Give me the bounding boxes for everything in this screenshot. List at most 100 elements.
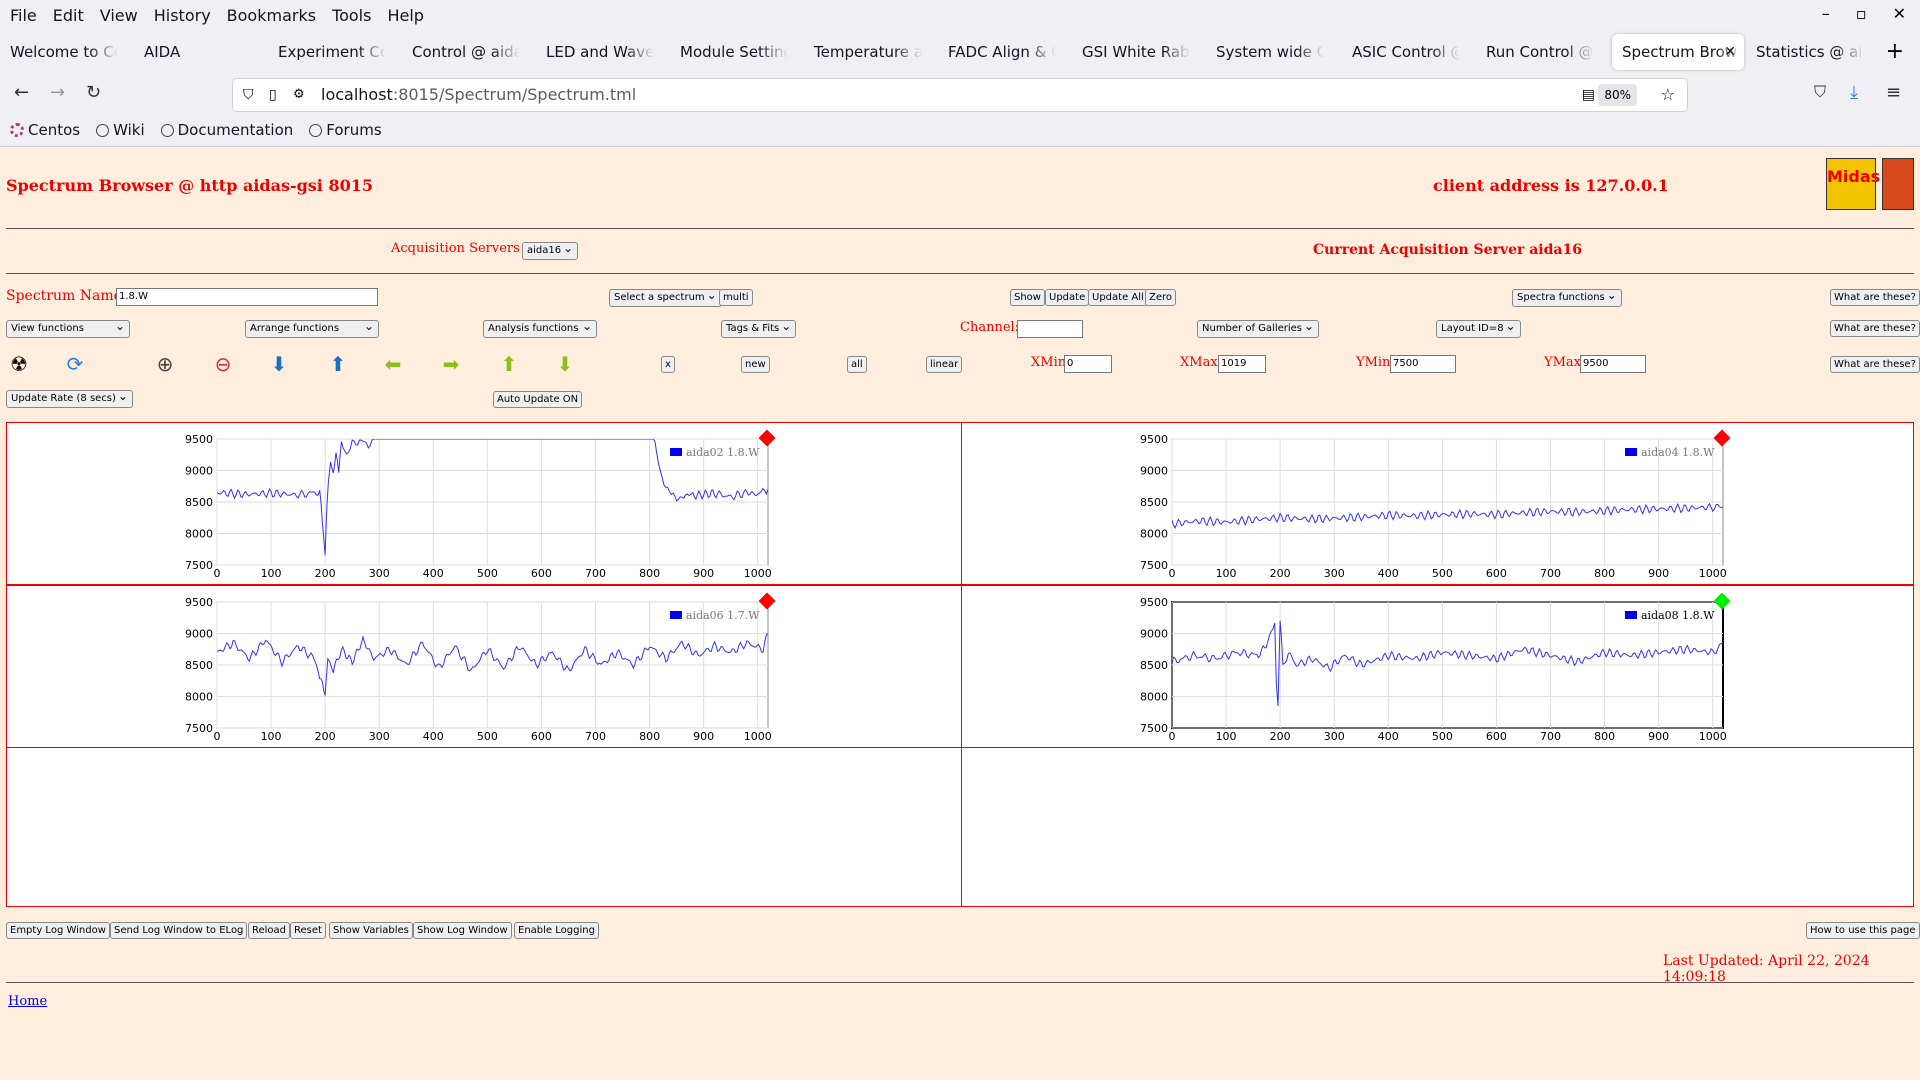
spectrum-panel-0[interactable]: 7500 8000 8500 9000 9500 0 100 200 300 400 500 600 7… [6,422,962,585]
spectrum-panel-5[interactable] [961,747,1914,907]
xmax-input[interactable]: 1019 [1218,355,1266,373]
spectrum-name-input[interactable]: 1.8.W [116,288,378,306]
menu-edit[interactable]: Edit [52,5,84,25]
spectra-functions-select[interactable]: Spectra functions [1512,287,1622,307]
view-functions-select[interactable]: View functions [6,318,130,338]
spectrum-panel-1[interactable]: 7500 8000 8500 9000 9500 0 100 200 300 400 500 600 7… [961,422,1914,585]
tab-4[interactable]: LED and Wavefor [536,34,654,70]
zoom-out-icon[interactable]: ⊖ [214,352,232,376]
reload-icon[interactable]: ↻ [86,82,102,103]
maximize-icon[interactable]: ▫ [1855,4,1867,23]
menu-icon[interactable]: ≡ [1886,82,1902,103]
url-bar[interactable]: ⛉ ▯ ⚙ localhost:8015/Spectrum/Spectrum.t… [232,78,1688,112]
forward-icon[interactable]: → [50,82,66,103]
tab-10[interactable]: ASIC Control @ a [1342,34,1460,70]
downloads-icon[interactable]: ⤓ [1850,82,1858,103]
show-log-button[interactable]: Show Log Window [413,922,512,939]
reload-button[interactable]: Reload [248,922,291,939]
acq-server-select[interactable]: aida16 [522,240,579,260]
enable-logging-button[interactable]: Enable Logging [514,922,599,939]
show-button[interactable]: Show [1010,289,1045,306]
arrange-functions-select[interactable]: Arrange functions [245,318,379,338]
bookmark-wiki[interactable]: Wiki [96,121,145,139]
tags-fits-select[interactable]: Tags & Fits [721,318,797,338]
permissions-icon[interactable]: ⚙ [293,87,305,102]
tab-11[interactable]: Run Control @ ai [1476,34,1594,70]
tab-2[interactable]: Experiment Contr [268,34,386,70]
analysis-functions-select[interactable]: Analysis functions [483,318,597,338]
down-circle-icon[interactable]: ⬇ [270,352,288,376]
what-are-these-button[interactable]: What are these? [1830,356,1920,373]
tab-9[interactable]: System wide Che [1206,34,1324,70]
how-to-button[interactable]: How to use this page [1806,922,1920,939]
menu-view[interactable]: View [99,5,138,25]
new-tab-icon[interactable]: + [1885,39,1904,64]
tab-1[interactable]: AIDA [134,34,252,70]
new-button[interactable]: new [741,356,770,373]
url-text[interactable]: localhost:8015/Spectrum/Spectrum.tml [321,79,636,111]
ymin-input[interactable]: 7500 [1390,355,1456,373]
up-circle-icon[interactable]: ⬆ [329,352,347,376]
menu-tools[interactable]: Tools [332,5,372,25]
close-window-icon[interactable]: ✕ [1892,4,1906,23]
channel-input[interactable] [1017,320,1083,338]
radiation-icon[interactable]: ☢ [10,352,28,376]
linear-button[interactable]: linear [926,356,963,373]
spectrum-chart[interactable]: 7500 8000 8500 9000 9500 0 100 200 300 400 500 600 7… [7,586,957,746]
reset-button[interactable]: Reset [290,922,326,939]
x-button[interactable]: x [661,356,675,373]
what-are-these-button[interactable]: What are these? [1830,289,1920,306]
tab-6[interactable]: Temperature and [804,34,922,70]
tab-3[interactable]: Control @ aidas- [402,34,520,70]
zero-button[interactable]: Zero [1145,289,1177,306]
spectrum-panel-2[interactable]: 7500 8000 8500 9000 9500 0 100 200 300 400 500 600 7… [6,585,962,748]
what-are-these-button[interactable]: What are these? [1830,320,1920,337]
spectrum-panel-4[interactable] [6,747,962,907]
shield-icon[interactable]: ⛉ [243,87,254,103]
minimize-icon[interactable]: – [1821,4,1830,23]
ymax-input[interactable]: 9500 [1580,355,1646,373]
show-variables-button[interactable]: Show Variables [329,922,413,939]
arrow-up-icon[interactable]: ⬆ [500,352,518,376]
close-tab-icon[interactable]: ✕ [1724,44,1736,60]
spectrum-panel-3[interactable]: 7500 8000 8500 9000 9500 0 100 200 300 400 500 600 7… [961,585,1914,748]
menu-history[interactable]: History [153,5,211,25]
refresh-icon[interactable]: ⟳ [66,352,84,376]
bookmark-star-icon[interactable]: ☆ [1660,85,1675,104]
spectrum-chart[interactable]: 7500 8000 8500 9000 9500 0 100 200 300 400 500 600 7… [7,423,957,583]
tab-5[interactable]: Module Settings [670,34,788,70]
select-spectrum[interactable]: Select a spectrum [609,287,722,307]
galleries-select[interactable]: Number of Galleries [1197,318,1320,338]
bookmark-documentation[interactable]: Documentation [160,121,293,139]
empty-log-button[interactable]: Empty Log Window [6,922,110,939]
arrow-down-icon[interactable]: ⬇ [556,352,574,376]
menu-file[interactable]: File [10,5,37,25]
reader-view-icon[interactable]: ▤ [1581,87,1595,103]
menu-help[interactable]: Help [387,5,424,25]
bookmark-centos[interactable]: Centos [10,121,80,139]
home-link[interactable]: Home [8,994,48,1009]
arrow-right-icon[interactable]: ➡ [442,352,460,376]
pocket-icon[interactable]: ⛉ [1814,82,1827,101]
update-button[interactable]: Update [1045,289,1090,306]
arrow-left-icon[interactable]: ⬅ [384,352,402,376]
xmin-input[interactable]: 0 [1064,355,1112,373]
tab-8[interactable]: GSI White Rabbit [1072,34,1190,70]
status-diamond-icon[interactable] [758,429,776,447]
back-icon[interactable]: ← [14,82,30,103]
tab-12[interactable]: Spectrum Brow ✕ [1612,34,1744,70]
menu-bookmarks[interactable]: Bookmarks [226,5,317,25]
tab-13[interactable]: Statistics @ aidas [1746,34,1864,70]
spectrum-chart[interactable]: 7500 8000 8500 9000 9500 0 100 200 300 400 500 600 7… [962,586,1912,746]
send-log-button[interactable]: Send Log Window to ELog [110,922,248,939]
all-button[interactable]: all [847,356,867,373]
auto-update-button[interactable]: Auto Update ON [493,391,583,408]
tab-0[interactable]: Welcome to Cent [0,34,118,70]
multi-button[interactable]: multi [719,289,753,306]
update-all-button[interactable]: Update All [1088,289,1148,306]
update-rate-select[interactable]: Update Rate (8 secs) [6,388,133,408]
spectrum-chart[interactable]: 7500 8000 8500 9000 9500 0 100 200 300 400 500 600 7… [962,423,1912,583]
tab-7[interactable]: FADC Align & Co [938,34,1056,70]
layout-select[interactable]: Layout ID=8 [1436,318,1521,338]
bookmark-forums[interactable]: Forums [309,121,382,139]
